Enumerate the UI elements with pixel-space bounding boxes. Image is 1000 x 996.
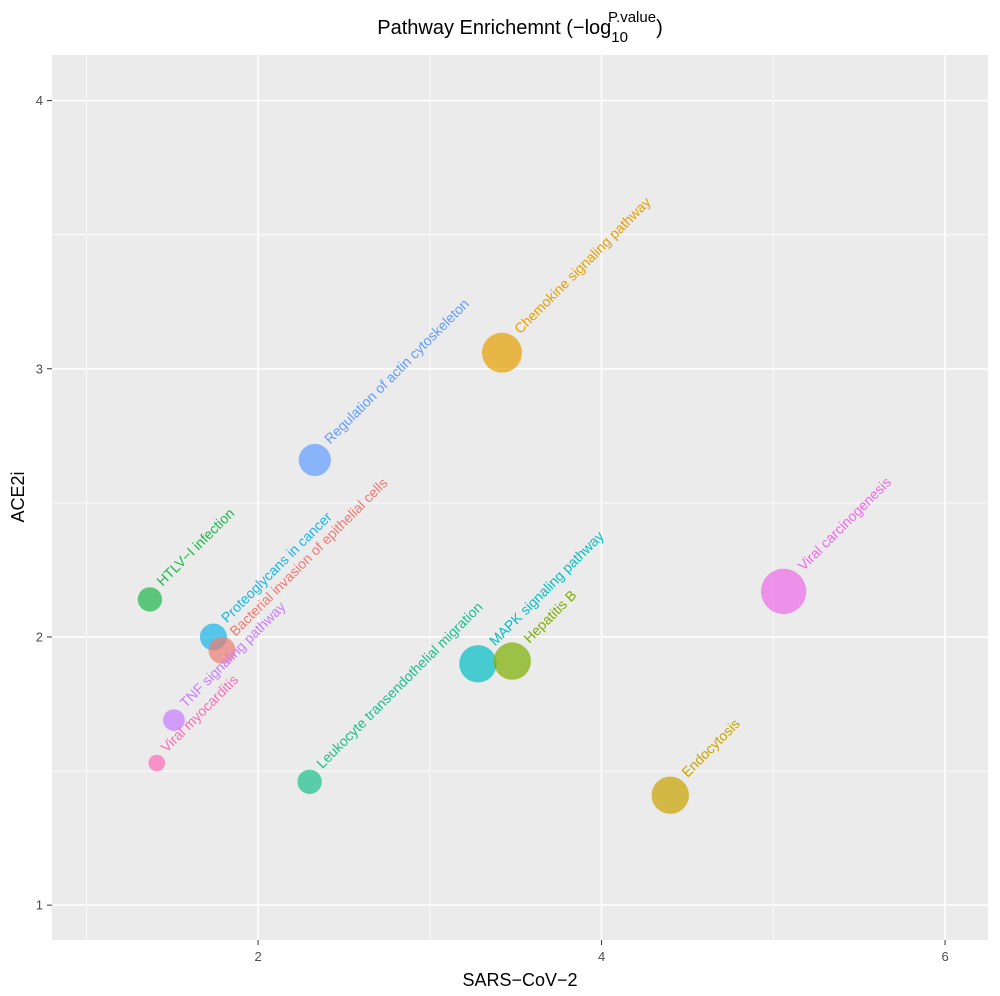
x-tick-label: 6 — [941, 949, 948, 964]
chart-title: Pathway Enrichemnt (−log10 P.value) — [377, 9, 662, 46]
y-axis-title: ACE2i — [8, 471, 28, 522]
chart-title-sup: P.value — [608, 9, 656, 26]
chart-title-close: ) — [656, 17, 663, 39]
data-point — [163, 709, 185, 731]
data-point — [481, 332, 522, 373]
y-tick-label: 3 — [36, 361, 43, 376]
data-point — [297, 769, 322, 794]
x-axis: 2 4 6 — [254, 940, 949, 964]
y-tick-label: 4 — [36, 93, 43, 108]
y-tick-label: 2 — [36, 629, 43, 644]
data-point — [459, 645, 497, 683]
data-point — [208, 636, 236, 664]
chart-title-sub: 10 — [611, 29, 628, 46]
data-point — [651, 776, 689, 814]
x-tick-label: 4 — [598, 949, 605, 964]
data-point — [493, 642, 531, 680]
data-points — [137, 332, 807, 814]
y-axis: 1 2 3 4 — [36, 93, 52, 913]
data-point — [761, 568, 807, 614]
data-point — [148, 754, 166, 772]
x-tick-label: 2 — [254, 949, 261, 964]
data-point — [137, 587, 163, 612]
y-tick-label: 1 — [36, 898, 43, 913]
minor-gridlines — [52, 55, 988, 940]
chart-title-main: Pathway Enrichemnt (−log — [377, 17, 611, 39]
plot-panel — [52, 55, 988, 940]
data-point — [298, 443, 331, 477]
x-axis-title: SARS−CoV−2 — [462, 970, 577, 990]
